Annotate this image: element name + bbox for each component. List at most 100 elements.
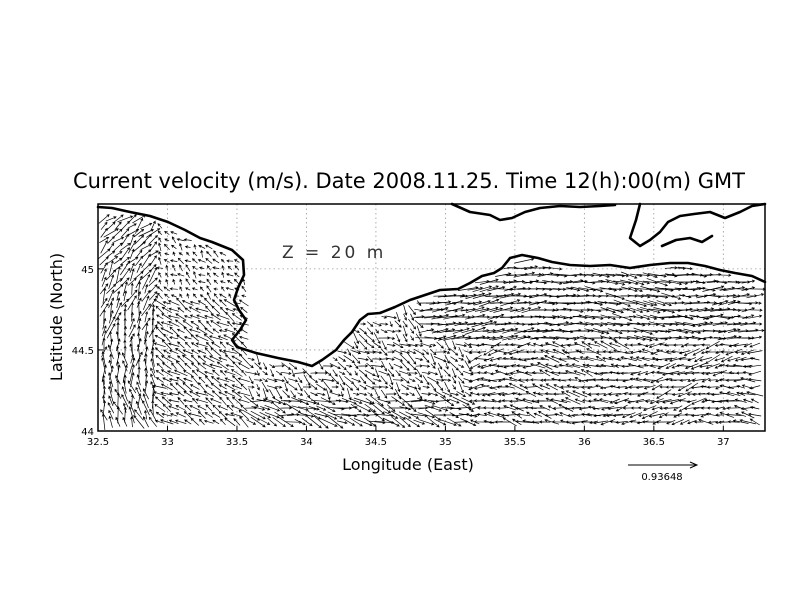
velocity-arrow [496,357,509,361]
velocity-arrow [593,308,610,312]
velocity-arrow [599,398,617,404]
velocity-arrow [581,412,593,417]
velocity-arrow [513,271,536,278]
velocity-arrow [552,406,565,410]
velocity-arrow [121,394,129,408]
velocity-arrow [191,258,198,264]
velocity-arrow [137,281,142,297]
velocity-arrow [100,297,108,308]
velocity-arrow [436,383,444,391]
velocity-arrow [185,264,191,272]
velocity-arrow [687,378,697,383]
velocity-arrow [143,330,149,345]
velocity-arrow [561,391,571,397]
velocity-arrow [219,293,227,299]
velocity-arrow [741,336,755,340]
velocity-arrow [220,258,225,263]
velocity-arrow [509,371,524,376]
velocity-arrow [452,327,470,334]
velocity-arrow [381,360,387,372]
velocity-arrow [489,335,504,340]
velocity-arrow [156,314,164,320]
velocity-arrow [117,215,134,223]
velocity-arrow [212,369,220,377]
velocity-arrow [199,286,204,292]
velocity-arrow [560,398,571,403]
velocity-arrow [195,398,208,404]
velocity-arrow [157,292,163,300]
velocity-arrow [385,315,398,320]
velocity-arrow [250,410,266,420]
velocity-arrow [210,320,222,328]
velocity-arrow [105,269,117,281]
velocity-arrow [683,328,702,335]
velocity-arrow [358,340,368,350]
velocity-arrow [149,408,157,421]
velocity-arrow [237,377,250,383]
velocity-arrow [198,266,205,270]
velocity-arrow [137,317,142,330]
velocity-arrow [648,413,665,418]
velocity-arrow [197,405,207,411]
velocity-arrow [177,273,185,277]
velocity-arrow [449,392,460,397]
velocity-arrow [629,412,643,419]
velocity-arrow [431,313,450,320]
velocity-arrow [503,364,517,369]
x-tick-label: 33 [161,437,174,448]
velocity-arrow [135,275,143,289]
velocity-arrow [480,363,498,370]
velocity-arrow [461,328,476,334]
velocity-arrow [248,388,254,401]
velocity-arrow [573,342,586,348]
velocity-arrow [209,335,223,341]
velocity-arrow [640,306,661,314]
velocity-arrow [122,416,128,427]
velocity-arrow [422,375,430,386]
velocity-arrow [320,404,336,413]
velocity-arrow [747,377,762,382]
velocity-arrow [332,357,338,361]
velocity-arrow [704,329,723,333]
velocity-arrow [419,307,434,312]
velocity-arrow [510,343,524,347]
velocity-arrow [260,419,271,425]
velocity-arrow [621,419,637,425]
velocity-arrow [343,355,356,363]
velocity-arrow [725,364,743,368]
velocity-arrow [396,312,401,323]
velocity-arrow [629,286,643,292]
velocity-arrow [116,338,121,352]
velocity-arrow [140,222,153,230]
velocity-arrow [530,406,546,410]
velocity-arrow [367,355,373,363]
velocity-arrow [636,280,651,285]
velocity-arrow [108,395,114,407]
velocity-arrow [140,233,153,246]
velocity-arrow [522,398,540,404]
velocity-arrow [562,307,584,313]
velocity-arrow [273,378,286,383]
velocity-arrow [245,371,258,376]
x-tick-label: 34.5 [365,437,387,448]
velocity-arrow [600,322,616,327]
velocity-arrow [750,398,759,404]
velocity-arrow [530,362,546,369]
velocity-arrow [101,357,107,375]
velocity-arrow [381,340,387,351]
velocity-arrow [108,260,114,276]
velocity-arrow [150,367,156,379]
velocity-arrow [704,336,723,340]
velocity-arrow [445,362,449,370]
velocity-arrow [514,327,535,335]
velocity-arrow [431,327,449,334]
velocity-arrow [426,416,440,428]
velocity-arrow [701,377,710,383]
velocity-arrow [219,280,226,284]
velocity-arrow [434,418,447,426]
velocity-arrow [403,304,408,316]
velocity-arrow [311,399,332,404]
velocity-arrow [441,391,453,397]
velocity-arrow [161,362,172,370]
velocity-arrow [718,299,737,306]
